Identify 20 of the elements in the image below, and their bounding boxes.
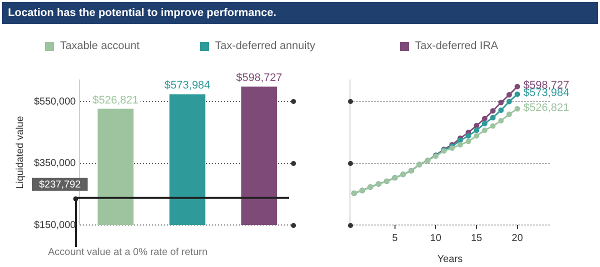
x-tick-label: 20 [512, 232, 524, 244]
data-label: $573,984 [164, 80, 210, 92]
data-label: $598,727 [236, 72, 282, 84]
legend-label: Tax-deferred IRA [415, 40, 498, 52]
y-tick-label: $150,000 [34, 220, 76, 231]
ref-line-label: $237,792 [38, 180, 82, 191]
y-axis-title: Liquidated value [14, 116, 26, 189]
legend-label: Tax-deferred annuity [215, 40, 316, 52]
data-label: $526,821 [523, 102, 570, 114]
x-tick-label: 15 [470, 232, 483, 244]
x-tick-label: 5 [392, 232, 398, 244]
text: Account value at a 0% rate of return [48, 246, 208, 258]
y-tick-label: $350,000 [34, 158, 76, 170]
chart-title: Location has the potential to improve performance. [2, 2, 598, 24]
x-axis-title: Years [437, 254, 463, 265]
x-tick-label: 10 [430, 232, 442, 244]
data-label: $573,984 [523, 87, 570, 100]
legend-label: Taxable account [60, 40, 140, 52]
y-tick-label: $550,000 [34, 96, 76, 108]
data-label: $526,821 [92, 94, 139, 106]
